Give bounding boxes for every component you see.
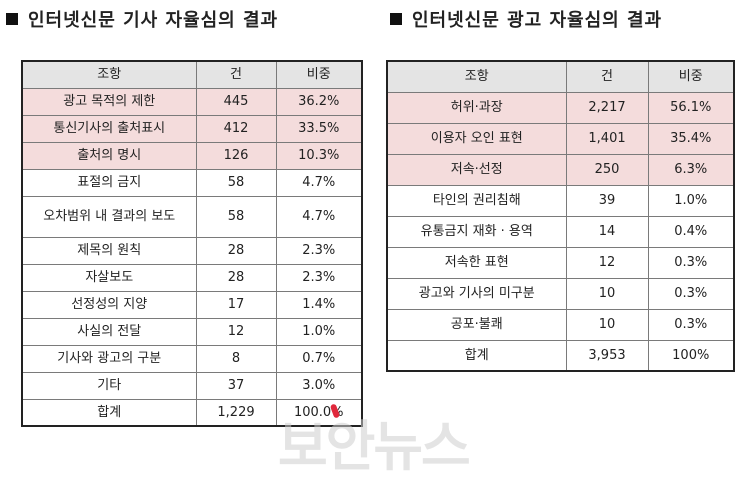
header-share: 비중	[275, 60, 363, 89]
table-row: 합계 1,229 100.0%	[21, 398, 363, 427]
row-label: 기타	[21, 371, 197, 400]
row-label: 통신기사의 출처표시	[21, 114, 197, 143]
row-count: 2,217	[565, 91, 649, 124]
table-row: 선정성의 지양 17 1.4%	[21, 290, 363, 319]
row-count: 14	[565, 215, 649, 248]
header-count: 건	[565, 60, 649, 93]
row-label: 광고와 기사의 미구분	[386, 277, 567, 310]
row-share: 0.3%	[647, 246, 735, 279]
table-row: 광고와 기사의 미구분 10 0.3%	[386, 277, 735, 310]
row-share: 35.4%	[647, 122, 735, 155]
row-label: 표절의 금지	[21, 168, 197, 197]
table-row: 통신기사의 출처표시 412 33.5%	[21, 114, 363, 143]
left-heading: 인터넷신문 기사 자율심의 결과	[6, 6, 278, 32]
right-title: 인터넷신문 광고 자율심의 결과	[412, 10, 663, 31]
header-clause: 조항	[386, 60, 567, 93]
row-label: 사실의 전달	[21, 317, 197, 346]
row-count: 12	[565, 246, 649, 279]
table-row: 이용자 오인 표현 1,401 35.4%	[386, 122, 735, 155]
row-share: 0.4%	[647, 215, 735, 248]
row-share: 0.7%	[275, 344, 363, 373]
square-bullet-icon	[390, 13, 402, 25]
table-row: 오차범위 내 결과의 보도 58 4.7%	[21, 195, 363, 238]
row-label: 허위·과장	[386, 91, 567, 124]
row-share: 100%	[647, 339, 735, 372]
table-row: 허위·과장 2,217 56.1%	[386, 91, 735, 124]
row-count: 126	[195, 141, 277, 170]
table-row: 자살보도 28 2.3%	[21, 263, 363, 292]
row-share: 10.3%	[275, 141, 363, 170]
table-row: 합계 3,953 100%	[386, 339, 735, 372]
row-share: 36.2%	[275, 87, 363, 116]
row-count: 17	[195, 290, 277, 319]
row-label: 자살보도	[21, 263, 197, 292]
row-label: 기사와 광고의 구분	[21, 344, 197, 373]
table-row: 표절의 금지 58 4.7%	[21, 168, 363, 197]
table-row: 기타 37 3.0%	[21, 371, 363, 400]
row-count: 37	[195, 371, 277, 400]
row-count: 412	[195, 114, 277, 143]
row-count: 250	[565, 153, 649, 186]
row-count: 58	[195, 195, 277, 238]
row-count: 445	[195, 87, 277, 116]
row-label: 저속한 표현	[386, 246, 567, 279]
row-share: 2.3%	[275, 263, 363, 292]
header-clause: 조항	[21, 60, 197, 89]
right-heading: 인터넷신문 광고 자율심의 결과	[390, 6, 662, 32]
row-label: 제목의 원칙	[21, 236, 197, 265]
row-share: 100.0%	[275, 398, 363, 427]
table-row: 출처의 명시 126 10.3%	[21, 141, 363, 170]
row-label: 선정성의 지양	[21, 290, 197, 319]
row-share: 1.0%	[275, 317, 363, 346]
row-label: 합계	[386, 339, 567, 372]
row-label: 저속·선정	[386, 153, 567, 186]
row-share: 0.3%	[647, 277, 735, 310]
row-count: 28	[195, 236, 277, 265]
table-row: 타인의 권리침해 39 1.0%	[386, 184, 735, 217]
row-label: 합계	[21, 398, 197, 427]
row-share: 4.7%	[275, 195, 363, 238]
row-count: 12	[195, 317, 277, 346]
row-share: 0.3%	[647, 308, 735, 341]
table-row: 광고 목적의 제한 445 36.2%	[21, 87, 363, 116]
row-count: 10	[565, 277, 649, 310]
row-share: 6.3%	[647, 153, 735, 186]
row-share: 1.4%	[275, 290, 363, 319]
row-share: 2.3%	[275, 236, 363, 265]
row-count: 39	[565, 184, 649, 217]
left-title: 인터넷신문 기사 자율심의 결과	[28, 10, 279, 31]
article-review-table: 조항 건 비중 광고 목적의 제한 445 36.2% 통신기사의 출처표시 412 33…	[21, 60, 363, 427]
table-row: 제목의 원칙 28 2.3%	[21, 236, 363, 265]
row-share: 1.0%	[647, 184, 735, 217]
table-row: 공포·불쾌 10 0.3%	[386, 308, 735, 341]
table-row: 사실의 전달 12 1.0%	[21, 317, 363, 346]
row-share: 3.0%	[275, 371, 363, 400]
square-bullet-icon	[6, 13, 18, 25]
row-share: 4.7%	[275, 168, 363, 197]
header-count: 건	[195, 60, 277, 89]
table-row: 저속한 표현 12 0.3%	[386, 246, 735, 279]
row-count: 1,401	[565, 122, 649, 155]
row-label: 공포·불쾌	[386, 308, 567, 341]
table-row: 기사와 광고의 구분 8 0.7%	[21, 344, 363, 373]
row-count: 58	[195, 168, 277, 197]
row-count: 1,229	[195, 398, 277, 427]
row-label: 광고 목적의 제한	[21, 87, 197, 116]
row-label: 오차범위 내 결과의 보도	[21, 195, 197, 238]
row-count: 3,953	[565, 339, 649, 372]
row-share: 33.5%	[275, 114, 363, 143]
row-label: 이용자 오인 표현	[386, 122, 567, 155]
row-label: 타인의 권리침해	[386, 184, 567, 217]
row-share: 56.1%	[647, 91, 735, 124]
row-count: 10	[565, 308, 649, 341]
row-label: 유통금지 재화 · 용역	[386, 215, 567, 248]
table-row: 저속·선정 250 6.3%	[386, 153, 735, 186]
row-label: 출처의 명시	[21, 141, 197, 170]
table-row: 유통금지 재화 · 용역 14 0.4%	[386, 215, 735, 248]
ad-review-table: 조항 건 비중 허위·과장 2,217 56.1% 이용자 오인 표현 1,401 35.…	[386, 60, 735, 372]
row-count: 28	[195, 263, 277, 292]
row-count: 8	[195, 344, 277, 373]
header-share: 비중	[647, 60, 735, 93]
